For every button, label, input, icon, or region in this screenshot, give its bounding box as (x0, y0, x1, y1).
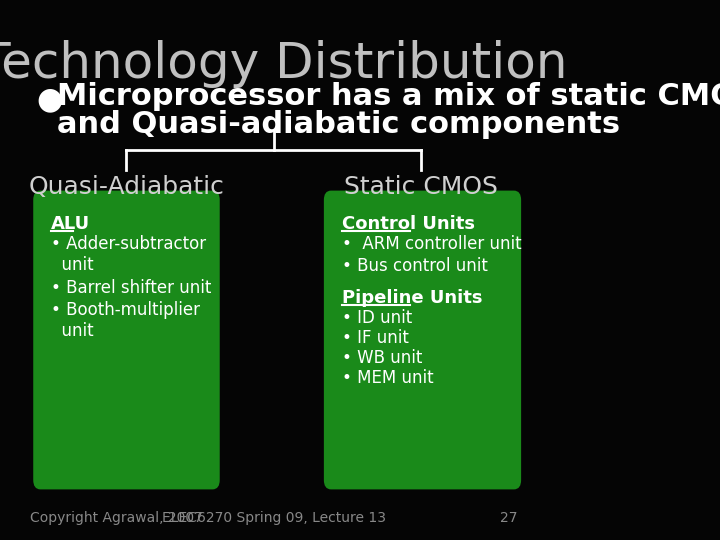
Text: ●: ● (37, 85, 63, 114)
FancyBboxPatch shape (325, 192, 520, 488)
FancyBboxPatch shape (35, 192, 218, 488)
Text: 27: 27 (500, 511, 518, 525)
Text: • WB unit: • WB unit (342, 349, 422, 367)
Text: Static CMOS: Static CMOS (343, 175, 498, 199)
Text: Pipeline Units: Pipeline Units (342, 289, 482, 307)
Text: • ID unit: • ID unit (342, 309, 412, 327)
Text: ELEC6270 Spring 09, Lecture 13: ELEC6270 Spring 09, Lecture 13 (161, 511, 386, 525)
Text: and Quasi-adiabatic components: and Quasi-adiabatic components (57, 110, 620, 139)
Text: Control Units: Control Units (342, 215, 474, 233)
Text: • MEM unit: • MEM unit (342, 369, 433, 387)
Text: • Bus control unit: • Bus control unit (342, 257, 487, 275)
Text: ALU: ALU (51, 215, 90, 233)
Text: • Booth-multiplier
  unit: • Booth-multiplier unit (51, 301, 200, 340)
Text: Microprocessor has a mix of static CMOS: Microprocessor has a mix of static CMOS (57, 82, 720, 111)
Text: • Barrel shifter unit: • Barrel shifter unit (51, 279, 212, 297)
Text: • IF unit: • IF unit (342, 329, 409, 347)
Text: Quasi-Adiabatic: Quasi-Adiabatic (29, 175, 225, 199)
Text: Copyright Agrawal, 2007: Copyright Agrawal, 2007 (30, 511, 202, 525)
Text: •  ARM controller unit: • ARM controller unit (342, 235, 521, 253)
Text: • Adder-subtractor
  unit: • Adder-subtractor unit (51, 235, 206, 274)
Text: Technology Distribution: Technology Distribution (0, 40, 568, 88)
